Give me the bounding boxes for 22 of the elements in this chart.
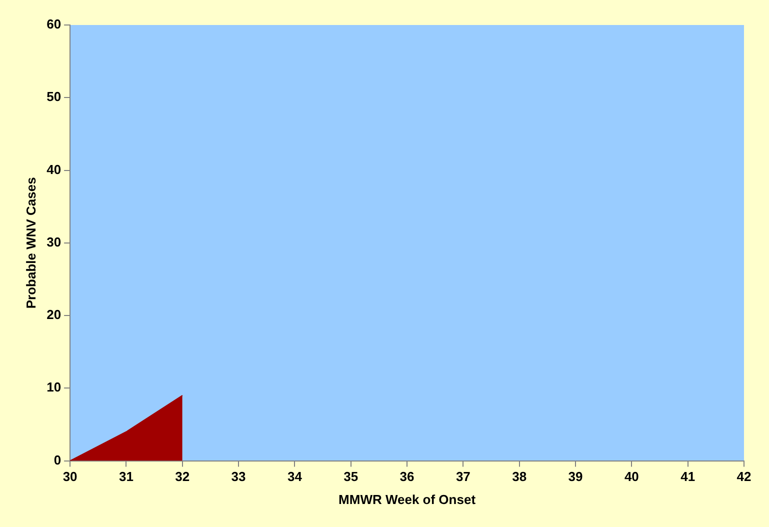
- y-tick-label: 20: [46, 307, 62, 322]
- y-tick-label: 50: [46, 89, 62, 104]
- x-axis-title: MMWR Week of Onset: [338, 492, 476, 507]
- y-tick-label: 10: [46, 380, 62, 395]
- y-axis-title: Probable WNV Cases: [23, 177, 38, 309]
- x-tick-label: 33: [231, 469, 246, 484]
- y-tick-label: 40: [46, 162, 62, 177]
- x-tick-label: 36: [400, 469, 414, 484]
- y-tick-label: 30: [46, 234, 62, 250]
- x-tick-label: 32: [175, 469, 190, 484]
- x-tick-label: 39: [568, 469, 583, 484]
- x-tick-label: 42: [736, 469, 752, 484]
- x-tick-label: 35: [344, 469, 358, 484]
- x-tick-label: 40: [624, 469, 639, 484]
- x-tick-label: 38: [512, 469, 527, 484]
- x-tick-label: 30: [62, 469, 78, 484]
- x-tick-label: 37: [456, 469, 470, 484]
- x-tick-label: 34: [287, 469, 303, 484]
- x-tick-label: 31: [118, 469, 134, 484]
- y-tick-label: 60: [46, 16, 62, 32]
- x-tick-label: 41: [680, 469, 696, 484]
- y-tick-label: 0: [54, 452, 62, 468]
